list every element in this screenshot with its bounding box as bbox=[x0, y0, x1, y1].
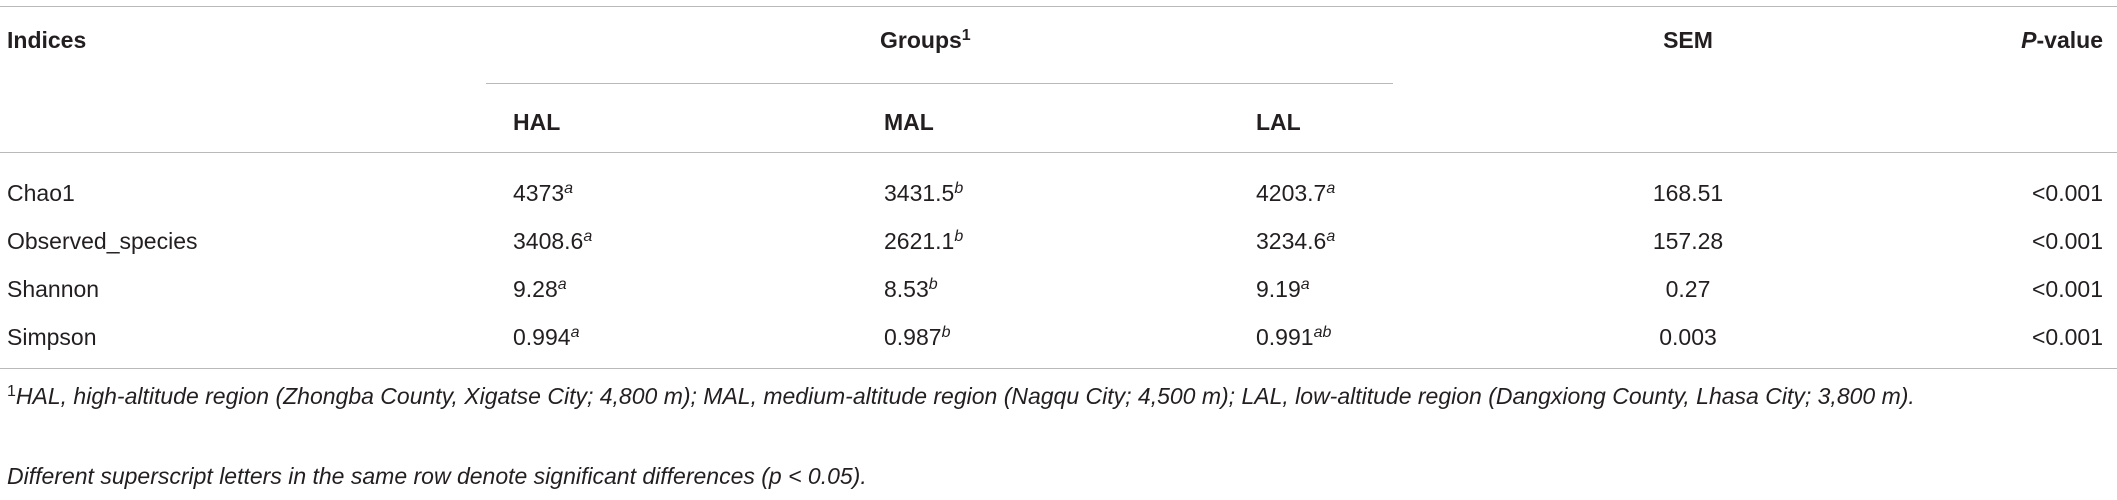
subheader: HAL bbox=[513, 109, 561, 135]
cell-sup: a bbox=[1326, 180, 1336, 197]
p-value: <0.001 bbox=[2032, 180, 2103, 206]
cell-sup: a bbox=[1326, 228, 1336, 245]
sem-value: 168.51 bbox=[1652, 180, 1724, 206]
cell-sup: b bbox=[954, 180, 964, 197]
row-label: Shannon bbox=[7, 276, 100, 302]
sem-value: 157.28 bbox=[1652, 228, 1724, 254]
p-rest: -value bbox=[2036, 27, 2103, 53]
p-value: <0.001 bbox=[2032, 276, 2103, 302]
cell-value: 0.994 bbox=[513, 324, 571, 350]
cell-value: 8.53 bbox=[884, 276, 929, 302]
cell-value: 3234.6 bbox=[1256, 228, 1327, 254]
cell: 4203.7a bbox=[1256, 179, 1335, 207]
cell-sup: a bbox=[570, 324, 580, 341]
cell-value: 3408.6 bbox=[513, 228, 584, 254]
cell-value: 9.19 bbox=[1256, 276, 1301, 302]
subheader: MAL bbox=[884, 109, 934, 135]
bottom-rule bbox=[0, 368, 2117, 369]
cell-value: 4203.7 bbox=[1256, 180, 1327, 206]
row-label: Chao1 bbox=[7, 180, 75, 206]
cell-value: 0.987 bbox=[884, 324, 942, 350]
cell-sup: b bbox=[928, 276, 938, 293]
row-label: Simpson bbox=[7, 324, 97, 350]
header-groups: Groups1 bbox=[880, 26, 971, 54]
cell: 0.991ab bbox=[1256, 323, 1331, 351]
header-rule bbox=[0, 152, 2117, 153]
cell: 3408.6a bbox=[513, 227, 592, 255]
cell-sup: a bbox=[557, 276, 567, 293]
header-indices: Indices bbox=[7, 27, 87, 53]
cell-value: 4373 bbox=[513, 180, 565, 206]
cell-value: 9.28 bbox=[513, 276, 558, 302]
header-p-value: P-value bbox=[2021, 26, 2103, 54]
cell: 0.994a bbox=[513, 323, 579, 351]
group-rule bbox=[486, 83, 1393, 84]
row-label: Observed_species bbox=[7, 228, 198, 254]
cell-sup: ab bbox=[1313, 324, 1332, 341]
cell-value: 3431.5 bbox=[884, 180, 955, 206]
footnote: 1HAL, high-altitude region (Zhongba Coun… bbox=[7, 380, 2110, 413]
cell: 8.53b bbox=[884, 275, 938, 303]
cell-value: 2621.1 bbox=[884, 228, 955, 254]
groups-sup: 1 bbox=[961, 27, 971, 44]
footnote-text: HAL, high-altitude region (Zhongba Count… bbox=[15, 383, 1915, 409]
cell: 3234.6a bbox=[1256, 227, 1335, 255]
p-italic: P bbox=[2021, 27, 2037, 53]
cell-sup: b bbox=[954, 228, 964, 245]
top-rule bbox=[0, 6, 2117, 7]
footnote: Different superscript letters in the sam… bbox=[7, 463, 867, 489]
cell-sup: a bbox=[583, 228, 593, 245]
p-value: <0.001 bbox=[2032, 324, 2103, 350]
cell: 3431.5b bbox=[884, 179, 963, 207]
sem-value: 0.003 bbox=[1659, 324, 1717, 350]
cell: 2621.1b bbox=[884, 227, 963, 255]
subheader: LAL bbox=[1256, 109, 1301, 135]
cell: 0.987b bbox=[884, 323, 950, 351]
cell-value: 0.991 bbox=[1256, 324, 1314, 350]
header-sem: SEM bbox=[1663, 27, 1713, 53]
groups-text: Groups bbox=[880, 27, 962, 53]
cell: 9.19a bbox=[1256, 275, 1310, 303]
cell: 4373a bbox=[513, 179, 573, 207]
cell-sup: a bbox=[1300, 276, 1310, 293]
p-value: <0.001 bbox=[2032, 228, 2103, 254]
cell-sup: b bbox=[941, 324, 951, 341]
sem-value: 0.27 bbox=[1665, 276, 1711, 302]
footnote-sup: 1 bbox=[7, 383, 16, 400]
cell: 9.28a bbox=[513, 275, 567, 303]
cell-sup: a bbox=[564, 180, 574, 197]
